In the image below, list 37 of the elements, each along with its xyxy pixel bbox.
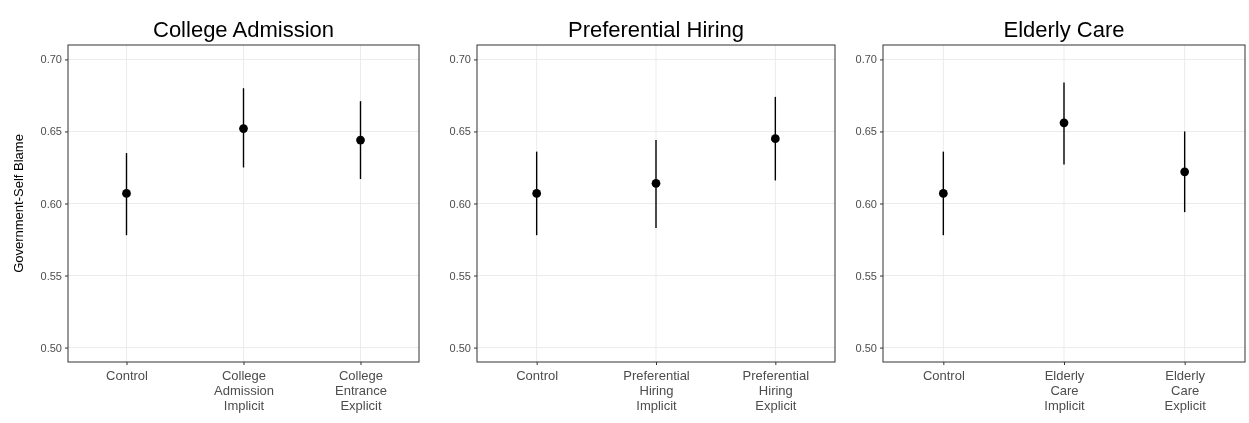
x-tick-label: Control: [106, 368, 149, 383]
y-tick-label: 0.65: [449, 125, 471, 138]
x-tick-label: Elderly Care Implicit: [1044, 368, 1086, 413]
y-tick-label: 0.50: [449, 341, 471, 354]
y-tick-label: 0.60: [855, 197, 877, 210]
chart-title: Elderly Care: [1003, 17, 1125, 42]
point: [1059, 118, 1069, 128]
y-tick-label: 0.65: [40, 125, 62, 138]
x-tick-label: Preferential Hiring Explicit: [742, 368, 810, 413]
point: [651, 178, 661, 188]
chart-title: College Admission: [153, 17, 334, 42]
y-tick-label: 0.70: [40, 53, 62, 66]
y-tick-label: 0.50: [40, 341, 62, 354]
y-tick-label: 0.60: [40, 197, 62, 210]
y-tick-label: 0.50: [855, 341, 877, 354]
point: [1180, 167, 1190, 177]
point: [239, 124, 248, 133]
y-tick-label: 0.55: [855, 269, 877, 282]
point: [532, 189, 542, 198]
point: [122, 189, 131, 198]
y-tick-label: 0.55: [40, 269, 62, 282]
point: [938, 189, 948, 198]
x-tick-label: College Entrance Explicit: [334, 368, 388, 413]
y-axis-title: Government-Self Blame: [11, 134, 26, 273]
x-tick-label: Preferential Hiring Implicit: [623, 368, 690, 413]
x-tick-label: College Admission Implicit: [214, 368, 274, 413]
y-tick-label: 0.60: [449, 197, 471, 210]
y-tick-label: 0.65: [855, 125, 877, 138]
y-tick-label: 0.70: [855, 53, 877, 66]
x-tick-label: Control: [516, 368, 559, 383]
point: [356, 135, 365, 145]
x-tick-label: Control: [922, 368, 965, 383]
x-tick-label: Elderly Care Explicit: [1164, 368, 1207, 413]
y-tick-label: 0.55: [449, 269, 471, 282]
chart-title: Preferential Hiring: [567, 17, 745, 42]
point: [770, 134, 780, 144]
y-tick-label: 0.70: [449, 53, 471, 66]
